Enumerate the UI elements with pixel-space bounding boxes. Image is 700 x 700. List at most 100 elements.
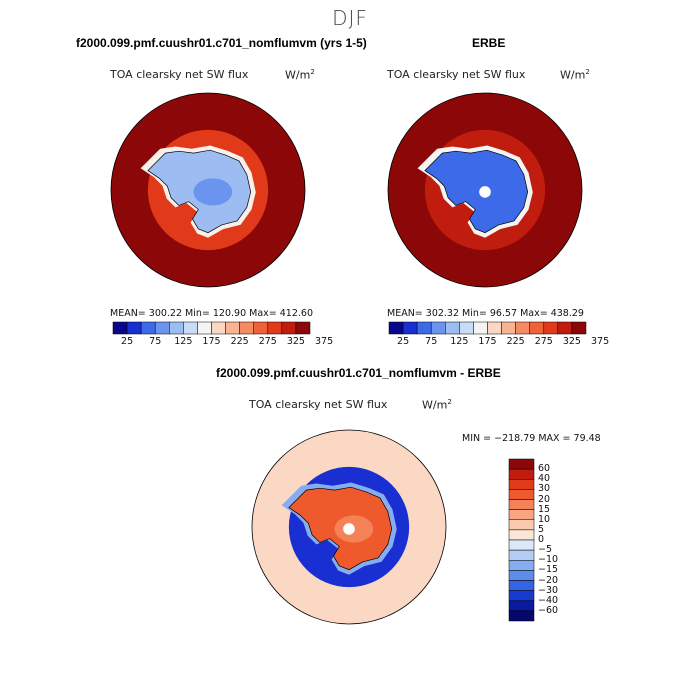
panel1-colorbar-bin (197, 321, 212, 335)
panel1-colorbar-tick-label: 125 (174, 336, 193, 347)
panel2-colorbar-tick-label: 25 (397, 336, 410, 347)
panel1-colorbar-tick-label: 375 (314, 336, 334, 347)
panel1-variable: TOA clearsky net SW flux (110, 68, 249, 81)
panel3-colorbar-bin (508, 600, 535, 612)
panel3-colorbar-bin (508, 468, 535, 480)
panel3-colorbar-bin (508, 549, 535, 561)
panel1-colorbar-labels: 25 75 125 175 225 275 325 375 (113, 336, 333, 348)
panel2-colorbar-tick-label: 275 (534, 336, 553, 347)
panel2-map (387, 92, 583, 288)
panel1-colorbar-tick-label: 175 (202, 336, 221, 347)
panel2-colorbar-bin (430, 321, 446, 335)
panel3-colorbar-bin (508, 539, 535, 551)
panel2-stats: MEAN= 302.32 Min= 96.57 Max= 438.29 (387, 308, 584, 319)
panel1-colorbar-bin (295, 321, 311, 335)
panel3-colorbar-tick-label: 10 (538, 513, 551, 525)
panel1-colorbar-bin (169, 321, 184, 335)
panel2-colorbar-tick-label: 75 (425, 336, 438, 347)
panel3-colorbar-bin (508, 458, 535, 470)
panel2-colorbar-tick-label: 225 (506, 336, 525, 347)
panel2-colorbar-tick-label: 375 (590, 336, 610, 347)
panel2-colorbar-bin (416, 321, 432, 335)
panel3-units: W/m2 (422, 398, 452, 412)
panel1-colorbar-tick-label: 75 (149, 336, 162, 347)
pole-gap (343, 523, 355, 535)
panel3-colorbar-tick-label: 0 (538, 534, 545, 545)
panel2-colorbar-tick-label: 175 (478, 336, 497, 347)
panel2-colorbar-bin (557, 321, 573, 335)
continent-interior (193, 178, 233, 206)
panel3-title: f2000.099.pmf.cuushr01.c701_nomflumvm - … (216, 366, 501, 380)
panel2-colorbar-bin (543, 321, 559, 335)
panel3-colorbar-bin (508, 529, 535, 541)
panel3-colorbar-bin (508, 590, 535, 601)
panel1-units: W/m2 (285, 68, 315, 82)
panel3-colorbar-bin (508, 499, 535, 510)
panel1-map (110, 92, 306, 288)
panel1-colorbar-bin (267, 321, 283, 335)
panel1-title: f2000.099.pmf.cuushr01.c701_nomflumvm (y… (76, 36, 367, 50)
panel1-colorbar-bin (281, 321, 297, 335)
panel1-colorbar-bin (112, 321, 128, 335)
panel1-colorbar-bin (239, 321, 254, 335)
panel1-colorbar-bin (126, 321, 142, 335)
panel3-colorbar-tick-label: −5 (538, 544, 553, 556)
panel3-colorbar-tick-label: 40 (538, 473, 551, 485)
panel3-colorbar-bin (508, 479, 535, 490)
panel3-map (251, 429, 447, 625)
panel1-stats: MEAN= 300.22 Min= 120.90 Max= 412.60 (110, 308, 314, 319)
pole-gap (479, 186, 491, 198)
panel1-colorbar-bin (140, 321, 156, 335)
panel2-units: W/m2 (560, 68, 590, 82)
panel3-colorbar (508, 458, 535, 622)
panel3-colorbar-tick-label: 20 (538, 493, 551, 505)
panel2-colorbar-tick-label: 125 (450, 336, 469, 347)
panel1-colorbar-bin (154, 321, 170, 335)
panel2-variable: TOA clearsky net SW flux (387, 68, 526, 81)
panel3-colorbar-bin (508, 509, 535, 520)
panel1-colorbar-bin (183, 321, 198, 335)
panel2-colorbar-bin (445, 321, 460, 335)
panel3-colorbar-tick-label: 30 (538, 483, 551, 495)
panel1-colorbar-tick-label: 225 (230, 336, 249, 347)
panel2-colorbar-bin (515, 321, 530, 335)
panel2-colorbar-labels: 25 75 125 175 225 275 325 375 (389, 336, 609, 348)
panel3-colorbar-bin (508, 489, 535, 500)
panel3-stats: MIN = −218.79 MAX = 79.48 (462, 433, 601, 444)
panel3-colorbar-tick-label: −15 (538, 564, 559, 576)
panel2-colorbar-bin (402, 321, 418, 335)
panel2-title: ERBE (472, 36, 506, 50)
panel3-colorbar-bin (508, 610, 535, 622)
panel1-colorbar (112, 321, 311, 335)
panel3-colorbar-tick-label: 15 (538, 503, 551, 515)
panel3-variable: TOA clearsky net SW flux (249, 398, 388, 411)
panel2-colorbar (388, 321, 587, 335)
panel3-colorbar-tick-label: 60 (538, 463, 551, 475)
panel3-colorbar-bin (508, 519, 535, 531)
panel2-colorbar-bin (501, 321, 516, 335)
panel1-colorbar-tick-label: 325 (286, 336, 305, 347)
panel2-colorbar-bin (571, 321, 587, 335)
panel2-colorbar-bin (529, 321, 545, 335)
panel3-colorbar-bin (508, 580, 535, 591)
panel1-colorbar-tick-label: 25 (121, 336, 134, 347)
season-title: DJF (332, 6, 368, 30)
panel2-colorbar-bin (473, 321, 488, 335)
panel3-colorbar-tick-label: −10 (538, 554, 559, 566)
panel3-colorbar-tick-label: −60 (538, 604, 559, 616)
panel3-colorbar-tick-label: −30 (538, 584, 559, 596)
panel1-colorbar-tick-label: 275 (258, 336, 277, 347)
panel1-colorbar-bin (253, 321, 269, 335)
panel3-colorbar-bin (508, 570, 535, 581)
panel2-colorbar-bin (388, 321, 404, 335)
panel1-colorbar-bin (211, 321, 226, 335)
panel3-colorbar-bin (508, 560, 535, 571)
panel2-colorbar-bin (459, 321, 474, 335)
panel2-colorbar-bin (487, 321, 502, 335)
panel2-colorbar-tick-label: 325 (562, 336, 581, 347)
panel3-colorbar-tick-label: −40 (538, 594, 559, 606)
panel1-colorbar-bin (225, 321, 240, 335)
panel3-colorbar-tick-label: −20 (538, 574, 559, 586)
panel3-colorbar-tick-label: 5 (538, 523, 545, 535)
panel3-colorbar-labels: 60 40 30 20 15 10 5 0 −5 −10 −15 −20 −30 −40 −60 (538, 459, 578, 621)
